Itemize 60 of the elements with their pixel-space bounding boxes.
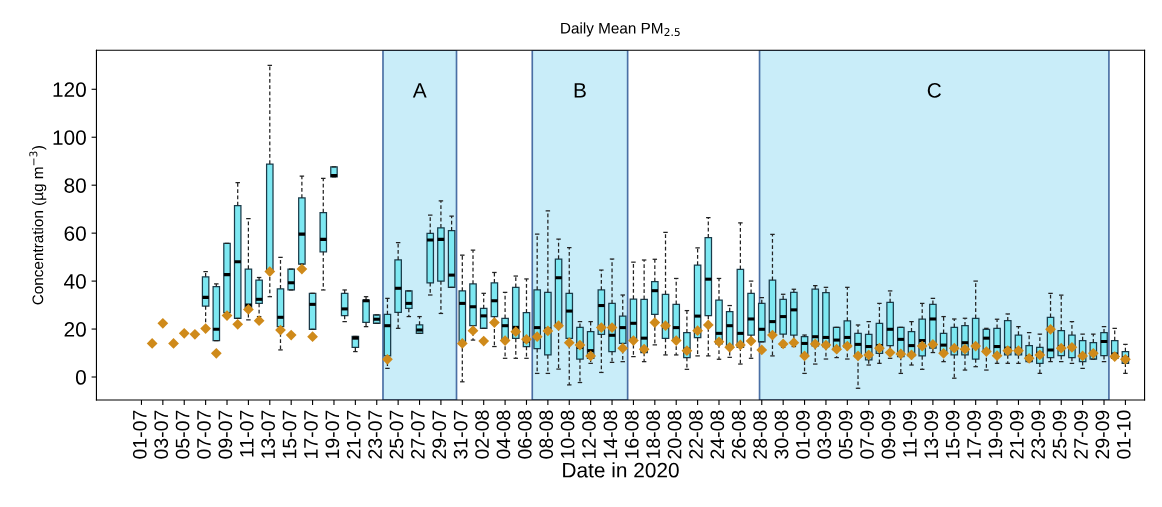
x-tick-label: 07-07 (197, 410, 211, 459)
x-tick-label: 01-10 (1116, 410, 1131, 459)
x-tick-label: 11-09 (902, 410, 917, 457)
x-tick-label: 28-08 (753, 410, 767, 459)
x-tick-label: 05-09 (838, 410, 853, 459)
x-tick-label: 29-07 (432, 410, 447, 459)
x-tick-label: 03-09 (817, 410, 832, 459)
x-tick-label: 05-07 (175, 410, 190, 459)
x-tick-label: 31-07 (453, 410, 468, 459)
y-tick-label: 0 (75, 370, 86, 385)
x-tick-label: 12-08 (582, 410, 596, 458)
y-tick-label: 80 (64, 178, 86, 193)
x-tick-label: 25-09 (1052, 410, 1067, 459)
x-tick-label: 13-09 (924, 410, 939, 458)
x-tick-label: 06-08 (517, 410, 532, 459)
x-tick-label: 21-09 (1009, 410, 1024, 459)
y-tick-label: 100 (53, 130, 86, 145)
y-tick-label: 40 (64, 274, 86, 289)
x-tick-label: 25-07 (389, 410, 404, 459)
x-tick-label: 10-08 (560, 410, 575, 458)
band-label: B (574, 83, 586, 98)
x-tick-label: 07-09 (860, 410, 874, 459)
x-tick-label: 30-08 (774, 410, 789, 459)
x-tick-label: 23-09 (1031, 410, 1046, 459)
band-label: C (927, 83, 941, 98)
x-tick-label: 19-07 (325, 410, 340, 458)
band-label: A (412, 83, 427, 98)
x-tick-label: 18-08 (646, 410, 661, 458)
y-tick-label: 60 (64, 226, 86, 241)
x-tick-label: 27-09 (1074, 410, 1088, 459)
x-tick-label: 23-07 (368, 410, 382, 459)
x-tick-label: 15-07 (282, 410, 297, 458)
x-tick-label: 16-08 (624, 410, 639, 458)
y-tick-label: 120 (53, 82, 86, 98)
x-tick-label: 21-07 (346, 410, 361, 459)
x-tick-label: 04-08 (496, 410, 511, 459)
x-tick-label: 19-09 (988, 410, 1003, 458)
x-tick-label: 27-07 (410, 410, 425, 459)
x-tick-label: 20-08 (667, 410, 682, 459)
x-axis-title: Date in 2020 (563, 462, 679, 478)
x-tick-label: 11-07 (239, 410, 254, 457)
x-tick-label: 09-07 (218, 410, 233, 459)
x-tick-label: 02-08 (475, 410, 489, 459)
x-tick-label: 01-07 (132, 410, 147, 459)
x-tick-label: 08-08 (539, 410, 554, 459)
x-tick-label: 03-07 (154, 410, 169, 459)
x-tick-label: 17-07 (304, 410, 318, 458)
x-tick-label: 01-09 (796, 410, 810, 459)
x-tick-label: 24-08 (710, 410, 725, 459)
x-tick-label: 14-08 (603, 410, 618, 458)
x-tick-label: 22-08 (689, 410, 703, 459)
y-tick-label: 20 (64, 322, 86, 337)
x-tick-label: 26-08 (731, 410, 746, 459)
x-tick-label: 17-09 (967, 410, 981, 458)
x-tick-label: 29-09 (1095, 410, 1110, 459)
x-tick-label: 13-07 (261, 410, 276, 458)
chart-title: Daily Mean PM$_{2.5}$ (561, 22, 680, 37)
x-tick-label: 09-09 (881, 410, 896, 459)
x-tick-label: 15-09 (945, 410, 960, 458)
y-axis-title: Concentration (µg m$^{−3}$) (29, 146, 47, 305)
